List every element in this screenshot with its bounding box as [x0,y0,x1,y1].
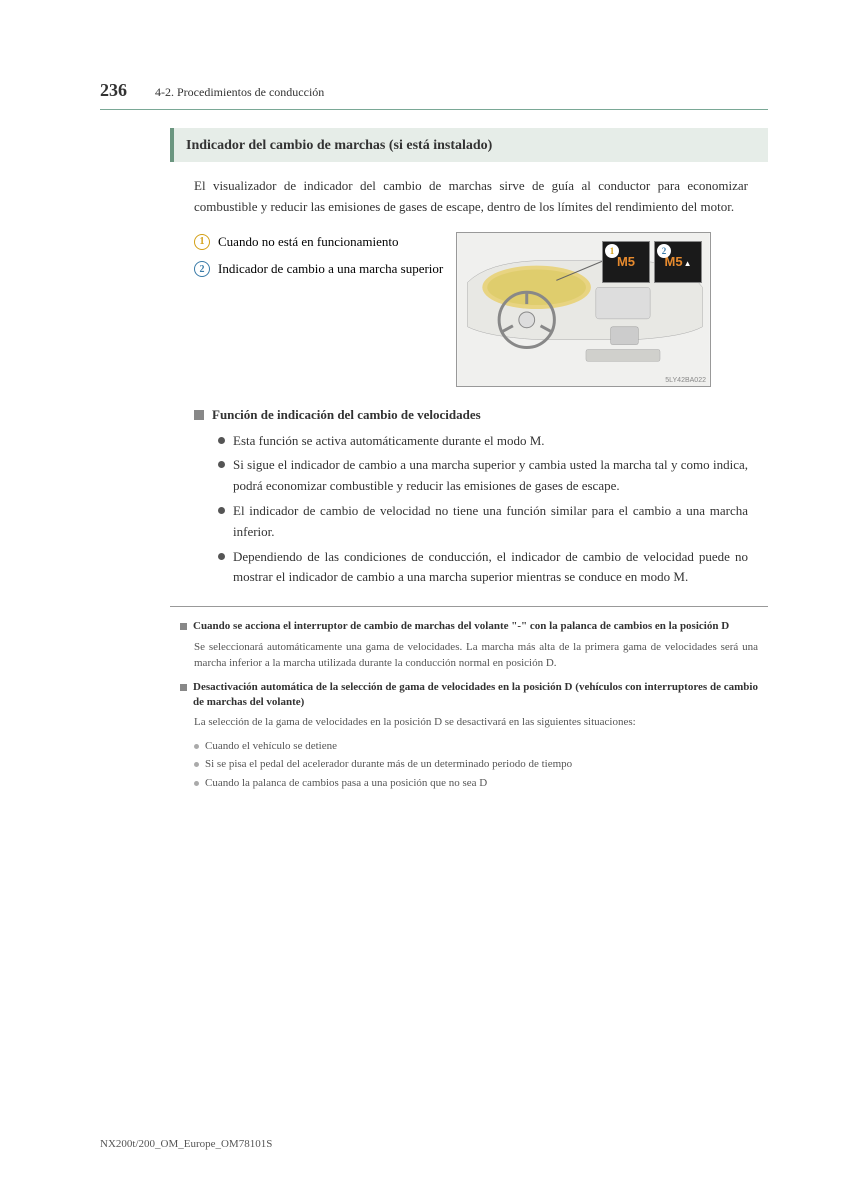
note-bullet-text: Cuando el vehículo se detiene [205,739,337,754]
legend-marker-1: 1 [194,234,210,250]
bullet-icon [194,762,199,767]
legend-item: 2 Indicador de cambio a una marcha super… [194,259,444,279]
legend-text: Cuando no está en funcionamiento [218,232,399,252]
note-title: Cuando se acciona el interruptor de camb… [193,619,729,634]
bullet-list: Esta función se activa automáticamente d… [218,431,748,589]
bullet-text: Si sigue el indicador de cambio a una ma… [233,455,748,497]
note-bullet: Cuando el vehículo se detiene [194,739,758,754]
callout-num-2: 2 [657,244,671,258]
callout-1: 1 M5 [602,241,650,283]
bullet-icon [218,507,225,514]
note-header: Cuando se acciona el interruptor de camb… [180,619,758,634]
bullet-item: El indicador de cambio de velocidad no t… [218,501,748,543]
note-bullet-text: Cuando la palanca de cambios pasa a una … [205,776,487,791]
dashboard-illustration: 1 M5 2 M5▲ 5LY42BA022 [456,232,711,387]
bullet-icon [218,553,225,560]
note-text: Se seleccionará automáticamente una gama… [194,639,758,672]
legend-marker-2: 2 [194,261,210,277]
callout-container: 1 M5 2 M5▲ [602,241,702,283]
footer-reference: NX200t/200_OM_Europe_OM78101S [100,1138,272,1150]
note-title: Desactivación automática de la selección… [193,680,758,711]
subsection-header: Función de indicación del cambio de velo… [194,407,768,423]
intro-paragraph: El visualizador de indicador del cambio … [194,176,748,218]
legend-item: 1 Cuando no está en funcionamiento [194,232,444,252]
bullet-item: Si sigue el indicador de cambio a una ma… [218,455,748,497]
note-text: La selección de la gama de velocidades e… [194,714,758,731]
divider [170,606,768,607]
subsection-title: Función de indicación del cambio de velo… [212,407,481,423]
page-header: 236 4-2. Procedimientos de conducción [100,80,768,110]
square-bullet-icon [180,684,187,691]
section-title-bar: Indicador del cambio de marchas (si está… [170,128,768,162]
square-bullet-icon [194,410,204,420]
upshift-arrow-icon: ▲ [684,259,692,268]
bullet-text: Esta función se activa automáticamente d… [233,431,545,452]
bullet-text: El indicador de cambio de velocidad no t… [233,501,748,543]
square-bullet-icon [180,623,187,630]
note-bullet: Si se pisa el pedal del acelerador duran… [194,757,758,772]
note-bullet: Cuando la palanca de cambios pasa a una … [194,776,758,791]
notes-section: Cuando se acciona el interruptor de camb… [180,619,758,791]
legend-row: 1 Cuando no está en funcionamiento 2 Ind… [194,232,768,387]
bullet-item: Esta función se activa automáticamente d… [218,431,748,452]
image-reference: 5LY42BA022 [665,377,706,384]
bullet-icon [194,744,199,749]
note-bullet-text: Si se pisa el pedal del acelerador duran… [205,757,572,772]
bullet-icon [194,781,199,786]
bullet-item: Dependiendo de las condiciones de conduc… [218,547,748,589]
section-label: 4-2. Procedimientos de conducción [155,85,324,100]
callout-num-1: 1 [605,244,619,258]
bullet-icon [218,461,225,468]
bullet-text: Dependiendo de las condiciones de conduc… [233,547,748,589]
page-number: 236 [100,80,127,101]
callout-2: 2 M5▲ [654,241,702,283]
legend-list: 1 Cuando no está en funcionamiento 2 Ind… [194,232,444,387]
section-title: Indicador del cambio de marchas (si está… [186,138,492,153]
callout-gear-1: M5 [617,254,635,269]
legend-text: Indicador de cambio a una marcha superio… [218,259,443,279]
note-header: Desactivación automática de la selección… [180,680,758,711]
bullet-icon [218,437,225,444]
